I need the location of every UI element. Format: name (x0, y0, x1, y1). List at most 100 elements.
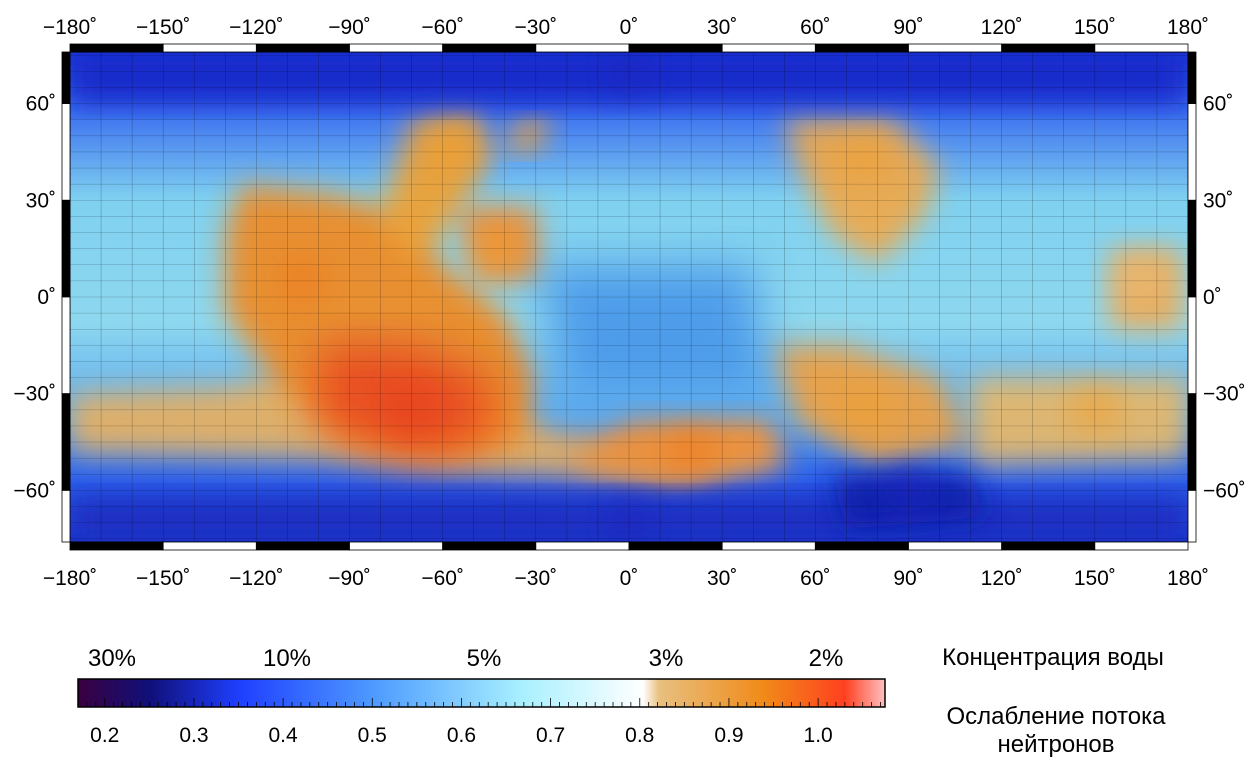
bottom-longitude-label: −90˚ (328, 567, 371, 590)
bottom-longitude-label: 30˚ (707, 567, 737, 590)
frame-segment-bottom (349, 541, 444, 551)
region-hellas-rim (835, 383, 888, 436)
frame-segment-bottom (628, 541, 723, 551)
frame-segment-bottom (1001, 541, 1096, 551)
frame-segment-bottom (69, 541, 164, 551)
colorbar-bottom-label: 0.8 (625, 724, 654, 747)
top-longitude-label: 30˚ (707, 16, 737, 39)
equatorial-blue (535, 264, 769, 394)
colorbar-top-label: 30% (88, 645, 136, 672)
north-small-lobe (504, 119, 552, 152)
frame-segment-bottom (1094, 541, 1189, 551)
colorbar-bottom-label: 1.0 (804, 724, 833, 747)
colorbar-bottom-label: 0.3 (179, 724, 208, 747)
frame-segment-right (1187, 296, 1197, 395)
colorbar-bottom-label: 0.2 (90, 724, 119, 747)
top-longitude-label: 150˚ (1074, 16, 1116, 39)
frame-segment-right (1187, 103, 1197, 201)
top-longitude-label: 90˚ (893, 16, 923, 39)
region-hellas-basin (882, 464, 935, 517)
bottom-longitude-label: 150˚ (1074, 567, 1116, 590)
arabia-north-region (784, 119, 940, 265)
left-latitude-label: −30˚ (13, 383, 56, 406)
left-latitude-label: 30˚ (26, 189, 56, 212)
top-longitude-label: −60˚ (421, 16, 464, 39)
top-longitude-label: −90˚ (328, 16, 371, 39)
colorbar-bottom-label: 0.7 (536, 724, 565, 747)
frame-segment-top (162, 43, 257, 53)
region-south-polar (603, 496, 655, 542)
region-noachis-terra (665, 425, 718, 478)
right-latitude-label: 30˚ (1203, 189, 1233, 212)
frame-segment-left (61, 51, 71, 104)
bottom-longitude-label: −120˚ (229, 567, 283, 590)
frame-segment-right (1187, 393, 1197, 491)
top-longitude-label: −120˚ (229, 16, 283, 39)
top-longitude-label: 180˚ (1167, 16, 1209, 39)
left-latitude-labels: 60˚ 30˚ 0˚ −30˚ −60˚ (13, 93, 56, 503)
map-regions (70, 52, 1188, 542)
colorbar-bottom-label: 0.6 (447, 724, 476, 747)
map-frame (61, 43, 1197, 551)
top-longitude-label: 60˚ (800, 16, 830, 39)
frame-segment-right (1187, 490, 1197, 543)
frame-segment-right (1187, 199, 1197, 298)
frame-segment-top (255, 43, 350, 53)
frame-segment-top (442, 43, 537, 53)
top-longitude-label: −180˚ (43, 16, 97, 39)
colorbar-top-label: 5% (467, 645, 502, 672)
region-tharsis (276, 254, 329, 307)
map-area (69, 51, 1189, 543)
right-latitude-label: 60˚ (1203, 93, 1233, 116)
colorbar-bottom-labels: 0.2 0.3 0.4 0.5 0.6 0.7 0.8 0.9 1.0 (90, 724, 833, 747)
colorbar-top-title: Концентрация воды (942, 644, 1164, 671)
top-longitude-labels: −180˚ −150˚ −120˚ −90˚ −60˚ −30˚ 0˚ 30˚ 60˚ 90˚ 12… (43, 16, 1209, 39)
frame-segment-bottom (162, 541, 257, 551)
top-longitude-label: −30˚ (515, 16, 558, 39)
bottom-longitude-label: 60˚ (800, 567, 830, 590)
frame-segment-left (61, 199, 71, 298)
frame-segment-right (1187, 51, 1197, 104)
frame-segment-top (814, 43, 909, 53)
map-gridlines (70, 52, 1188, 542)
colorbar: 30% 10% 5% 3% 2% 0.2 0.3 0.4 0.5 0.6 0.7 0.8 0.9 1.0… (77, 644, 1167, 758)
frame-segment-top (1001, 43, 1096, 53)
right-latitude-label: −60˚ (1203, 479, 1246, 502)
region-north-polar (603, 52, 655, 98)
frame-segment-bottom (721, 541, 816, 551)
region-arabia-north (835, 132, 888, 185)
frame-segment-bottom (814, 541, 909, 551)
bottom-longitude-label: −150˚ (136, 567, 190, 590)
bottom-longitude-label: 120˚ (981, 567, 1023, 590)
bottom-longitude-label: 90˚ (893, 567, 923, 590)
right-latitude-labels: 60˚ 30˚ 0˚ −30˚ −60˚ (1203, 93, 1246, 503)
frame-segment-left (61, 103, 71, 201)
colorbar-bottom-label: 0.9 (714, 724, 743, 747)
top-longitude-label: −150˚ (136, 16, 190, 39)
frame-segment-left (61, 490, 71, 543)
colorbar-top-labels: 30% 10% 5% 3% 2% (88, 645, 843, 672)
bottom-longitude-label: 180˚ (1167, 567, 1209, 590)
right-latitude-label: 0˚ (1203, 286, 1222, 309)
frame-segment-top (721, 43, 816, 53)
top-longitude-label: 120˚ (981, 16, 1023, 39)
colorbar-bottom-title-line1: Ослабление потока (947, 703, 1167, 730)
colorbar-bottom-title-line2: нейтронов (997, 731, 1114, 758)
frame-segment-top (1094, 43, 1189, 53)
left-latitude-label: 60˚ (26, 93, 56, 116)
frame-segment-top (535, 43, 630, 53)
colorbar-minor-ticks (77, 698, 881, 707)
bottom-longitude-labels: −180˚ −150˚ −120˚ −90˚ −60˚ −30˚ 0˚ 30˚ 60˚ 90˚ 12… (43, 567, 1209, 590)
frame-segment-bottom (255, 541, 350, 551)
frame-segment-bottom (908, 541, 1003, 551)
bottom-longitude-label: 0˚ (620, 567, 639, 590)
region-terra-cimmeria (1068, 383, 1121, 436)
left-latitude-label: −60˚ (13, 479, 56, 502)
region-elysium-east (1115, 254, 1168, 307)
bottom-longitude-label: −180˚ (43, 567, 97, 590)
right-latitude-label: −30˚ (1203, 383, 1246, 406)
frame-segment-left (61, 393, 71, 491)
frame-segment-bottom (535, 541, 630, 551)
region-arabia-terra-west (472, 222, 525, 275)
